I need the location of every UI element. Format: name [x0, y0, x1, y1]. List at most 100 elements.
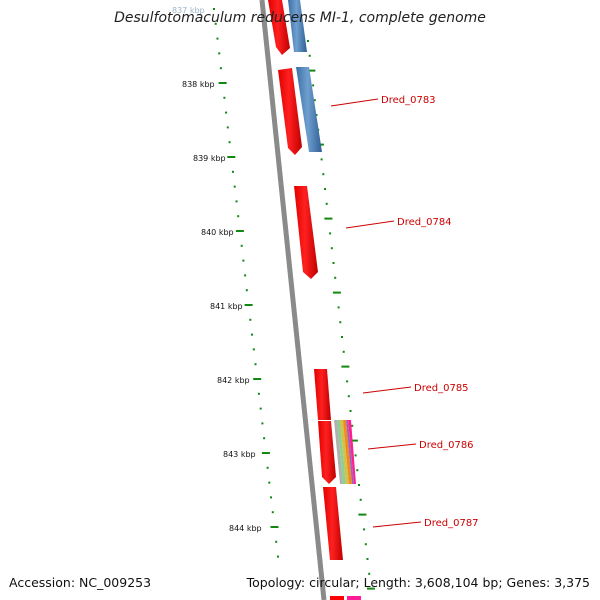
- scale-minor-tick: [266, 466, 269, 469]
- outer-minor-tick: [322, 173, 325, 176]
- outer-major-tick: [341, 365, 350, 368]
- outer-major-tick: [332, 291, 341, 294]
- scale-label-840: 840 kbp: [201, 228, 234, 237]
- scale-major-tick: [253, 378, 262, 380]
- scale-label-837: 837 kbp: [172, 6, 205, 15]
- outer-minor-tick: [339, 321, 342, 324]
- scale-minor-tick: [277, 555, 279, 558]
- cds-feature-bottom-red[interactable]: [330, 596, 344, 600]
- scale-minor-tick: [275, 540, 278, 543]
- scale-label-842: 842 kbp: [217, 376, 250, 385]
- gene-label-dred-0787: Dred_0787: [424, 518, 479, 529]
- scale-minor-tick: [223, 96, 226, 99]
- outer-minor-tick: [359, 498, 362, 501]
- outer-minor-tick: [337, 306, 340, 309]
- cds-feature-red-a[interactable]: [278, 68, 302, 155]
- outer-minor-tick: [324, 188, 326, 190]
- cds-feature-dred-0786[interactable]: [334, 420, 356, 484]
- scale-minor-tick: [225, 111, 228, 114]
- outer-minor-tick: [329, 232, 332, 235]
- scale-tick-track: [213, 8, 279, 558]
- scale-minor-tick: [261, 422, 264, 425]
- scale-minor-tick: [249, 318, 252, 321]
- scale-minor-tick: [232, 170, 234, 173]
- outer-major-tick: [307, 69, 316, 72]
- cds-feature-dred-0783[interactable]: [296, 67, 322, 152]
- outer-minor-tick: [351, 424, 354, 427]
- gene-leaders: [330, 98, 422, 528]
- outer-minor-tick: [312, 84, 315, 87]
- cds-feature-dred-0785[interactable]: [314, 369, 331, 420]
- scale-minor-tick: [216, 37, 219, 40]
- outer-minor-tick: [358, 484, 360, 486]
- outer-minor-tick: [349, 410, 352, 412]
- scale-major-tick: [235, 230, 244, 232]
- scale-label-844: 844 kbp: [229, 524, 262, 533]
- scale-minor-tick: [237, 215, 240, 218]
- scale-minor-tick: [252, 348, 255, 351]
- scale-minor-tick: [259, 407, 262, 410]
- outer-major-tick: [349, 439, 358, 442]
- outer-minor-tick: [320, 158, 323, 161]
- outer-minor-tick: [330, 247, 333, 250]
- outer-minor-tick: [354, 454, 357, 457]
- outer-minor-tick: [307, 40, 309, 42]
- genome-backbone: [259, 0, 327, 600]
- accession-text: Accession: NC_009253: [9, 575, 152, 590]
- scale-major-tick: [261, 452, 270, 454]
- gene-label-dred-0784: Dred_0784: [397, 217, 452, 228]
- scale-labels: 837 kbp 838 kbp 839 kbp 840 kbp 841 kbp …: [172, 6, 262, 533]
- outer-minor-tick: [363, 528, 366, 531]
- scale-minor-tick: [235, 200, 238, 203]
- scale-minor-tick: [228, 141, 231, 144]
- scale-minor-tick: [271, 511, 274, 514]
- outer-minor-tick: [315, 114, 318, 116]
- cds-feature-dred-0784[interactable]: [294, 186, 318, 279]
- scale-minor-tick: [219, 67, 222, 70]
- outer-minor-tick: [364, 543, 367, 546]
- outer-minor-tick: [347, 395, 350, 398]
- scale-minor-tick: [268, 481, 271, 484]
- scale-minor-tick: [214, 22, 217, 25]
- gene-label-dred-0783: Dred_0783: [381, 95, 436, 106]
- scale-label-838: 838 kbp: [182, 80, 215, 89]
- cds-feature-top-blue[interactable]: [288, 0, 307, 52]
- scale-minor-tick: [213, 8, 215, 10]
- cds-feature-top-red[interactable]: [268, 0, 290, 55]
- scale-label-839: 839 kbp: [193, 154, 226, 163]
- scale-minor-tick: [233, 185, 236, 188]
- gene-label-dred-0786: Dred_0786: [419, 440, 474, 451]
- outer-minor-tick: [342, 350, 345, 353]
- scale-major-tick: [270, 526, 279, 528]
- cds-feature-bottom-pink[interactable]: [347, 596, 361, 600]
- scale-minor-tick: [226, 126, 229, 129]
- scale-label-841: 841 kbp: [210, 302, 243, 311]
- scale-minor-tick: [254, 363, 257, 366]
- outer-minor-tick: [368, 572, 371, 575]
- scale-minor-tick: [257, 392, 260, 395]
- scale-minor-tick: [263, 437, 266, 440]
- outer-minor-tick: [332, 262, 335, 264]
- outer-minor-tick: [313, 99, 316, 102]
- gene-label-dred-0785: Dred_0785: [414, 383, 469, 394]
- outer-major-tick: [324, 217, 333, 220]
- scale-minor-tick: [242, 259, 245, 262]
- scale-minor-tick: [251, 333, 253, 336]
- outer-minor-tick: [308, 54, 311, 57]
- gene-labels: Dred_0783 Dred_0784 Dred_0785 Dred_0786 …: [381, 95, 479, 529]
- scale-label-843: 843 kbp: [223, 450, 256, 459]
- scale-major-tick: [227, 156, 236, 158]
- outer-minor-tick: [366, 558, 369, 560]
- cds-features: [268, 0, 361, 600]
- outer-minor-tick: [356, 469, 359, 472]
- outer-minor-tick: [341, 336, 343, 338]
- outer-minor-tick: [334, 276, 337, 279]
- outer-minor-tick: [325, 202, 328, 205]
- outer-minor-tick: [346, 380, 349, 383]
- cds-feature-red-b[interactable]: [318, 421, 336, 484]
- cds-feature-dred-0787[interactable]: [323, 487, 343, 560]
- outer-major-tick: [366, 587, 375, 590]
- outer-major-tick: [358, 513, 367, 516]
- genome-title: Desulfotomaculum reducens MI-1, complete…: [114, 10, 486, 26]
